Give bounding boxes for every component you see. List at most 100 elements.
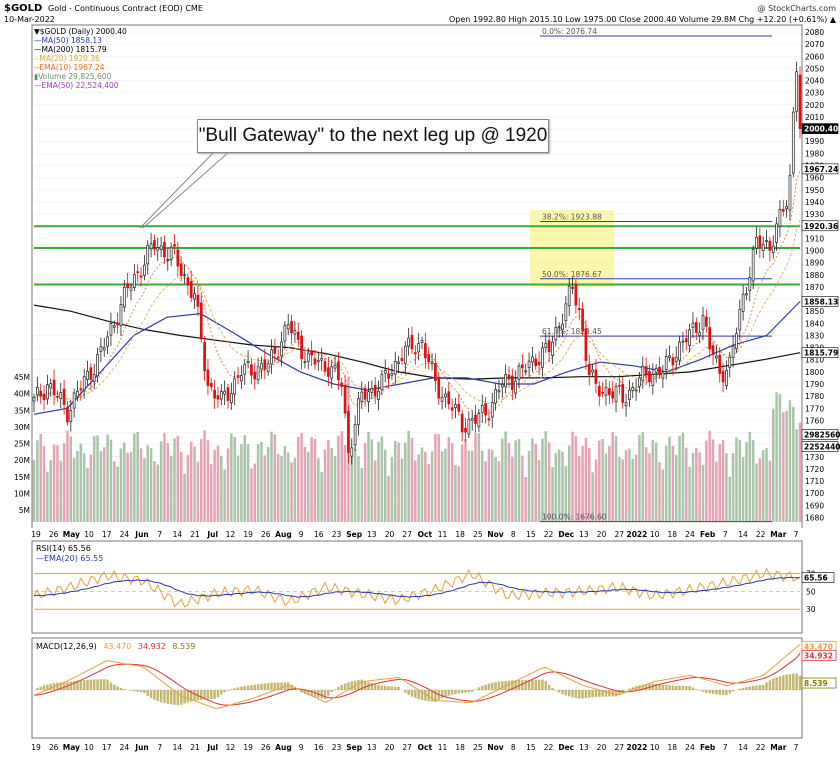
candle-body bbox=[133, 275, 135, 288]
volume-bar bbox=[267, 447, 269, 522]
volume-tick-label: 25M bbox=[14, 440, 30, 449]
volume-bar bbox=[63, 443, 65, 522]
candle-body bbox=[287, 325, 289, 329]
macd-histogram-bar bbox=[749, 686, 751, 690]
x-tick-label: 14 bbox=[173, 743, 183, 752]
x-tick-label: 24 bbox=[120, 530, 130, 539]
candle-body bbox=[508, 375, 510, 379]
x-tick-label: Jul bbox=[206, 530, 218, 539]
candle-body bbox=[782, 209, 784, 211]
macd-histogram-bar bbox=[692, 687, 694, 690]
macd-histogram-bar bbox=[70, 682, 72, 690]
volume-bar bbox=[448, 437, 450, 522]
candle-body bbox=[712, 346, 714, 355]
volume-bar bbox=[524, 477, 526, 522]
x-tick-label: 13 bbox=[367, 743, 377, 752]
volume-bar bbox=[187, 455, 189, 522]
volume-bar bbox=[334, 456, 336, 522]
price-tick-label: 1940 bbox=[805, 198, 824, 207]
candle-body bbox=[585, 329, 587, 361]
macd-histogram-bar bbox=[474, 689, 476, 690]
x-tick-label: 10 bbox=[84, 743, 94, 752]
candle-body bbox=[652, 374, 654, 385]
volume-bar bbox=[123, 442, 125, 522]
volume-bar bbox=[100, 451, 102, 522]
x-tick-label: 16 bbox=[314, 743, 324, 752]
macd-histogram-bar bbox=[759, 685, 761, 690]
volume-bar bbox=[668, 437, 670, 522]
x-tick-label: 18 bbox=[455, 530, 465, 539]
macd-histogram-bar bbox=[448, 690, 450, 696]
volume-bar bbox=[143, 458, 145, 522]
candle-body bbox=[378, 391, 380, 399]
candle-body bbox=[685, 339, 687, 342]
candle-body bbox=[789, 175, 791, 210]
macd-histogram-bar bbox=[407, 690, 409, 695]
macd-histogram-bar bbox=[250, 685, 252, 690]
volume-bar bbox=[157, 465, 159, 522]
macd-histogram-bar bbox=[662, 685, 664, 690]
volume-bar bbox=[210, 464, 212, 522]
macd-histogram-bar bbox=[672, 685, 674, 690]
candle-body bbox=[618, 385, 620, 386]
macd-histogram-bar bbox=[555, 690, 557, 691]
macd-histogram-bar bbox=[391, 686, 393, 690]
x-tick-label: 7 bbox=[794, 530, 799, 539]
volume-bar bbox=[247, 444, 249, 522]
candle-body bbox=[150, 244, 152, 249]
candle-body bbox=[448, 392, 450, 404]
macd-histogram-bar bbox=[595, 690, 597, 697]
macd-histogram-bar bbox=[441, 690, 443, 698]
volume-bar bbox=[504, 431, 506, 522]
volume-bar bbox=[652, 440, 654, 522]
candle-body bbox=[715, 356, 717, 358]
volume-bar bbox=[233, 437, 235, 522]
volume-bar bbox=[116, 466, 118, 522]
candle-body bbox=[270, 350, 272, 364]
macd-histogram-bar bbox=[397, 687, 399, 690]
macd-histogram-bar bbox=[478, 687, 480, 690]
candle-body bbox=[294, 330, 296, 334]
volume-bar bbox=[364, 443, 366, 522]
volume-bar bbox=[755, 464, 757, 522]
macd-histogram-bar bbox=[123, 689, 125, 690]
candle-body bbox=[83, 377, 85, 390]
macd-histogram-bar bbox=[327, 690, 329, 696]
volume-bar bbox=[280, 456, 282, 522]
volume-bar bbox=[528, 451, 530, 522]
candle-body bbox=[304, 362, 306, 363]
candle-body bbox=[331, 367, 333, 378]
macd-histogram-bar bbox=[200, 690, 202, 700]
x-tick-label: 2022 bbox=[626, 743, 647, 752]
price-tick-label: 1910 bbox=[805, 234, 824, 243]
volume-bar bbox=[391, 457, 393, 522]
volume-bar bbox=[387, 476, 389, 522]
volume-bar bbox=[508, 443, 510, 522]
x-tick-label: 21 bbox=[190, 743, 200, 752]
candle-body bbox=[709, 328, 711, 350]
macd-histogram-bar bbox=[718, 690, 720, 695]
x-tick-label: 18 bbox=[455, 743, 465, 752]
macd-histogram-bar bbox=[795, 673, 797, 690]
macd-histogram-bar bbox=[548, 685, 550, 690]
candle-body bbox=[551, 342, 553, 355]
fib-level-label: 50.0%: 1876.67 bbox=[542, 270, 602, 279]
macd-histogram-bar bbox=[213, 690, 215, 699]
volume-tick-label: 30M bbox=[14, 423, 30, 432]
volume-bar bbox=[130, 452, 132, 522]
rsi-label: RSI(14) 65.56 bbox=[36, 544, 91, 553]
volume-bar bbox=[46, 472, 48, 522]
macd-histogram-bar bbox=[177, 690, 179, 705]
macd-histogram-bar bbox=[240, 687, 242, 690]
volume-bar bbox=[227, 448, 229, 522]
candle-body bbox=[511, 376, 513, 389]
volume-bar bbox=[712, 439, 714, 522]
macd-histogram-bar bbox=[103, 679, 105, 690]
macd-histogram-bar bbox=[146, 690, 148, 696]
macd-histogram-bar bbox=[100, 679, 102, 690]
volume-bar bbox=[126, 453, 128, 522]
candle-body bbox=[260, 363, 262, 369]
candle-body bbox=[153, 241, 155, 249]
volume-bar bbox=[662, 470, 664, 522]
macd-histogram-bar bbox=[193, 690, 195, 701]
